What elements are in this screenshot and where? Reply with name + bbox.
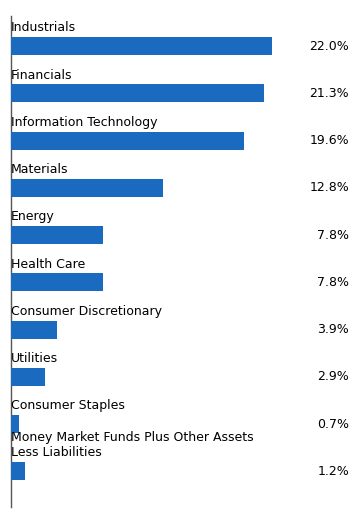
- Text: Money Market Funds Plus Other Assets
Less Liabilities: Money Market Funds Plus Other Assets Les…: [11, 431, 253, 460]
- Text: 22.0%: 22.0%: [310, 40, 349, 53]
- Text: 1.2%: 1.2%: [318, 465, 349, 478]
- Text: Consumer Staples: Consumer Staples: [11, 399, 125, 412]
- Text: 7.8%: 7.8%: [317, 229, 349, 241]
- Text: Utilities: Utilities: [11, 352, 58, 365]
- Text: 19.6%: 19.6%: [310, 134, 349, 147]
- Text: 3.9%: 3.9%: [318, 323, 349, 336]
- Text: Energy: Energy: [11, 210, 55, 223]
- Bar: [11, 321, 57, 339]
- Text: Materials: Materials: [11, 163, 68, 176]
- Text: Information Technology: Information Technology: [11, 116, 157, 129]
- Bar: [11, 37, 272, 55]
- Text: 7.8%: 7.8%: [317, 276, 349, 289]
- Text: 21.3%: 21.3%: [310, 87, 349, 100]
- Text: 12.8%: 12.8%: [310, 181, 349, 194]
- Bar: [11, 179, 163, 197]
- Text: Consumer Discretionary: Consumer Discretionary: [11, 305, 162, 318]
- Bar: [11, 415, 19, 433]
- Text: Financials: Financials: [11, 69, 72, 82]
- Text: 0.7%: 0.7%: [317, 418, 349, 431]
- Bar: [11, 273, 103, 291]
- Text: Health Care: Health Care: [11, 257, 85, 270]
- Bar: [11, 132, 243, 149]
- Text: Industrials: Industrials: [11, 21, 76, 35]
- Bar: [11, 462, 25, 480]
- Bar: [11, 226, 103, 244]
- Text: 2.9%: 2.9%: [318, 370, 349, 383]
- Bar: [11, 84, 264, 102]
- Bar: [11, 368, 45, 386]
